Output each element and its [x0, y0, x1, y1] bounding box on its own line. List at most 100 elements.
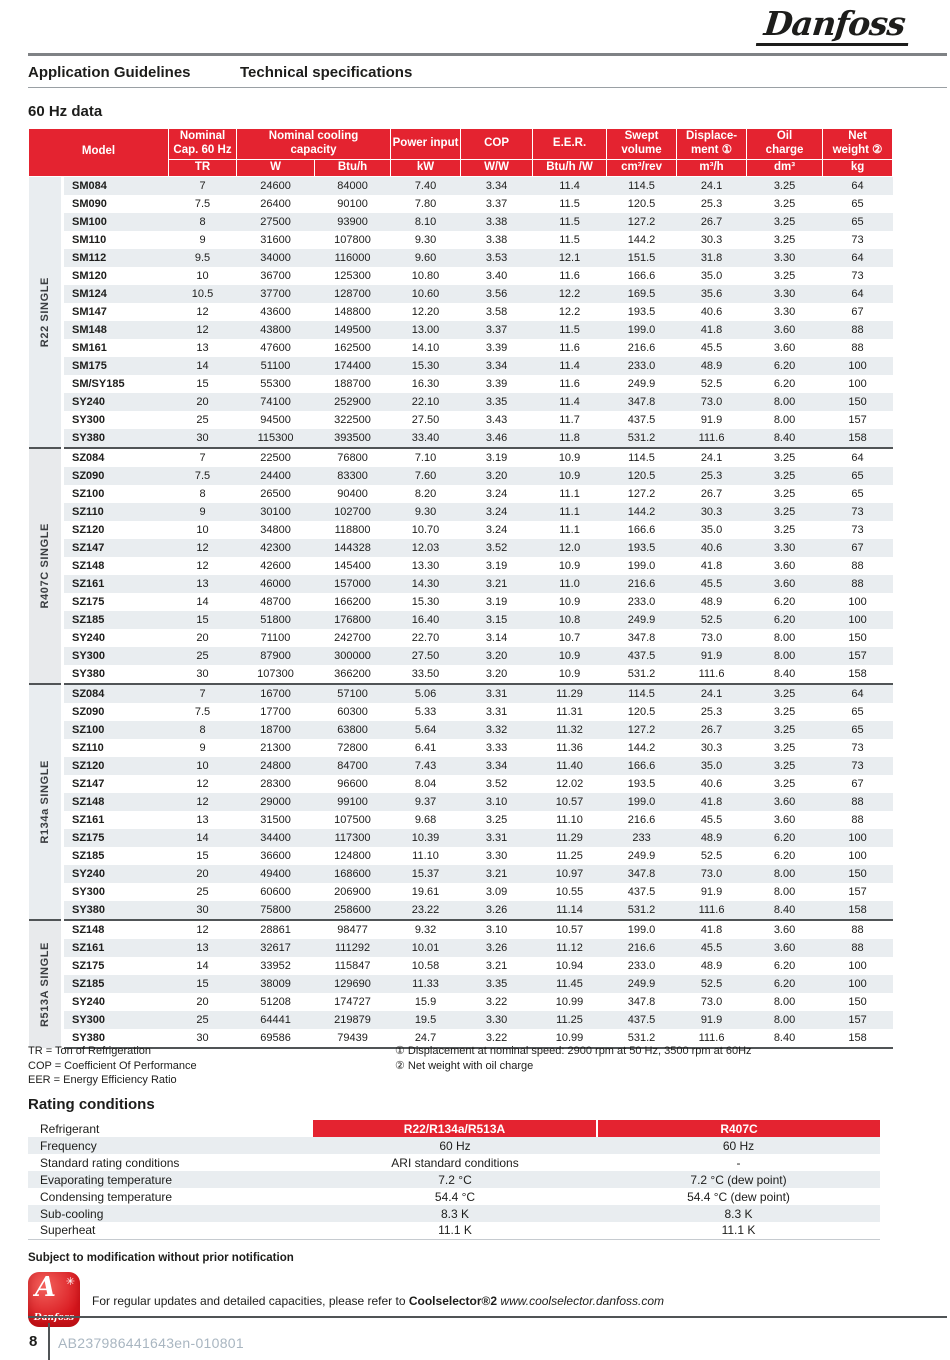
- model-cell: SZ120: [72, 523, 105, 536]
- value-cell: 24.1: [676, 446, 747, 467]
- page-number: 8: [29, 1333, 38, 1350]
- value-cell: 64: [822, 248, 893, 267]
- value-cell: 88: [822, 938, 893, 957]
- value-cell: 8.04: [414, 777, 437, 790]
- value-cell: 41.8: [700, 559, 723, 572]
- value-cell: 249.9: [606, 610, 677, 629]
- value-cell: 5.33: [414, 705, 437, 718]
- model-cell: SM100: [62, 212, 169, 231]
- value-cell: 96600: [337, 777, 368, 790]
- value-cell: 199.0: [606, 792, 677, 811]
- value-cell: 6.20: [746, 610, 823, 629]
- value-cell: 12.0: [532, 538, 607, 557]
- table-row: SM148 12 43800 149500 13.00 3.37 11.5 199.0 41.8…: [29, 320, 893, 339]
- value-cell: 233.0: [627, 959, 656, 972]
- value-cell: 22.10: [390, 392, 461, 411]
- value-cell: 73.0: [700, 631, 723, 644]
- value-cell: 32617: [236, 938, 315, 957]
- model-cell: SY380: [62, 900, 169, 920]
- value-cell: 3.21: [460, 864, 533, 883]
- table-row: SY240 20 51208 174727 15.9 3.22 10.99 347.8 73.0…: [29, 993, 893, 1011]
- value-cell: 3.25: [773, 269, 796, 282]
- value-cell: 531.2: [606, 428, 677, 448]
- value-cell: 3.25: [773, 197, 796, 210]
- value-cell: 31600: [260, 233, 291, 246]
- model-cell: SZ185: [62, 974, 169, 993]
- table-row: SY300 25 64441 219879 19.5 3.30 11.25 437.5 91.9…: [29, 1010, 893, 1029]
- value-cell: 88: [822, 320, 893, 339]
- value-cell: 102700: [314, 502, 391, 521]
- model-cell: SY240: [62, 392, 169, 411]
- value-cell: 27500: [236, 212, 315, 231]
- value-cell: 7.80: [414, 197, 437, 210]
- value-cell: 55300: [260, 377, 291, 390]
- modification-notice: Subject to modification without prior no…: [28, 1252, 294, 1264]
- value-cell: 5.64: [390, 720, 461, 739]
- value-cell: 52.5: [676, 610, 747, 629]
- model-cell: SZ161: [62, 938, 169, 957]
- model-cell: SY240: [72, 631, 106, 644]
- value-cell: 24600: [236, 176, 315, 195]
- value-cell: 3.52: [460, 538, 533, 557]
- value-cell: 15.30: [411, 595, 440, 608]
- value-cell: 144.2: [627, 741, 656, 754]
- rating-row: Condensing temperature 54.4 °C 54.4 °C (de…: [28, 1188, 880, 1205]
- value-cell: 30: [168, 900, 237, 920]
- value-cell: 65: [851, 197, 864, 210]
- rating-value-cell: -: [736, 1155, 741, 1170]
- value-cell: 6.20: [746, 974, 823, 993]
- coolselector-icon-letter: A: [35, 1272, 56, 1303]
- value-cell: 12.2: [558, 305, 581, 318]
- rating-value-cell: 11.1 K: [313, 1222, 597, 1240]
- value-cell: 11.40: [532, 756, 607, 775]
- value-cell: 3.37: [485, 197, 508, 210]
- value-cell: 67: [851, 777, 864, 790]
- table-row: SZ148 12 29000 99100 9.37 3.10 10.57 199.0 41.8 3…: [29, 792, 893, 811]
- value-cell: 99100: [314, 792, 391, 811]
- model-cell: SZ147: [62, 538, 169, 557]
- value-cell: 249.9: [627, 849, 656, 862]
- value-cell: 3.34: [460, 756, 533, 775]
- value-cell: 25: [168, 646, 237, 665]
- model-cell: SM112: [62, 248, 169, 267]
- value-cell: 91.9: [700, 885, 723, 898]
- coolselector-url: www.coolselector.danfoss.com: [497, 1294, 665, 1308]
- document-id: AB237986441643en-010801: [58, 1335, 244, 1351]
- value-cell: 3.30: [460, 1010, 533, 1029]
- value-cell: 144.2: [606, 502, 677, 521]
- value-cell: 10.5: [168, 284, 237, 303]
- value-cell: 12: [196, 559, 209, 572]
- value-cell: 52.5: [700, 849, 723, 862]
- value-cell: 51100: [236, 356, 315, 375]
- value-cell: 13.30: [411, 559, 440, 572]
- value-cell: 64: [822, 284, 893, 303]
- value-cell: 10.58: [411, 959, 440, 972]
- value-cell: 3.33: [485, 741, 508, 754]
- footer-divider: [48, 1323, 50, 1360]
- unit-kg: kg: [822, 158, 894, 177]
- value-cell: 437.5: [606, 1010, 677, 1029]
- value-cell: 162500: [334, 341, 371, 354]
- value-cell: 3.60: [746, 320, 823, 339]
- value-cell: 9.30: [390, 502, 461, 521]
- value-cell: 10.94: [555, 959, 584, 972]
- refrigerant-group-label: R134a SINGLE: [28, 682, 64, 920]
- value-cell: 174727: [334, 995, 371, 1008]
- model-cell: SM124: [62, 284, 169, 303]
- value-cell: 3.30: [746, 248, 823, 267]
- footnotes-right: ① Displacement at nominal speed: 2900 rp…: [395, 1044, 752, 1073]
- unit-btuhw: Btu/h /W: [532, 158, 608, 177]
- value-cell: 5.06: [390, 682, 461, 703]
- value-cell: 29000: [236, 792, 315, 811]
- table-row: SZ185 15 51800 176800 16.40 3.15 10.8 249.9 52.5…: [29, 610, 893, 629]
- value-cell: 9: [199, 233, 206, 246]
- value-cell: 150: [822, 392, 893, 411]
- value-cell: 65: [851, 487, 864, 500]
- rating-conditions-table: Refrigerant R22/R134a/R513A R407C Freque…: [28, 1120, 880, 1240]
- model-cell: SY300: [62, 646, 169, 665]
- value-cell: 100: [822, 828, 893, 847]
- value-cell: 8.00: [773, 995, 796, 1008]
- value-cell: 3.19: [460, 446, 533, 467]
- value-cell: 15: [196, 377, 209, 390]
